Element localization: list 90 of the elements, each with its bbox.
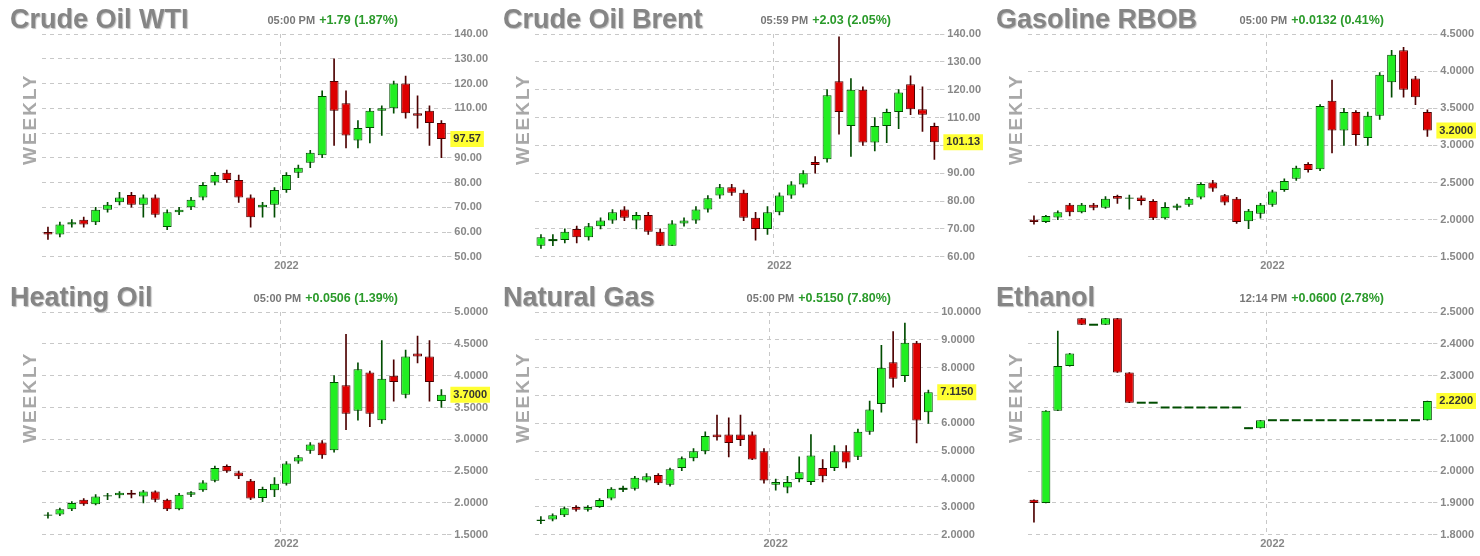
y-tick-label: 140.00	[947, 27, 982, 40]
y-tick-label: 90.00	[454, 150, 482, 163]
x-tick-label: 2022	[274, 537, 299, 550]
x-tick-label: 2022	[1260, 537, 1285, 550]
text: 12:14 PM	[1239, 292, 1288, 304]
text: +1.79 (1.87%)	[319, 13, 398, 27]
y-tick-label: 2.1000	[1440, 432, 1475, 445]
text: 05:59 PM	[760, 14, 809, 26]
y-tick-label: 4.5000	[454, 336, 489, 349]
y-tick-label: 6.0000	[941, 416, 975, 429]
x-tick-label: 2022	[763, 537, 788, 550]
y-tick-label: 50.00	[454, 249, 482, 262]
candlestick	[389, 359, 399, 402]
y-tick-label: 2.5000	[454, 464, 489, 477]
y-tick-label: 1.5000	[454, 527, 489, 540]
chart-title: Heating Oil	[10, 282, 153, 313]
chart-title: Crude Oil Brent	[503, 4, 703, 35]
text: 05:00 PM	[1239, 14, 1288, 26]
y-tick-label: 2.0000	[941, 527, 975, 540]
text: +0.0132 (0.41%)	[1291, 13, 1384, 27]
text: +0.5150 (7.80%)	[798, 291, 891, 305]
candlestick	[43, 226, 53, 240]
candlestick	[724, 417, 734, 458]
text: 101.13	[946, 135, 981, 148]
y-tick-label: 130.00	[454, 51, 489, 64]
text: WEEKLY	[1005, 351, 1027, 443]
y-tick-label: 4.5000	[1440, 27, 1475, 40]
text: +0.0600 (2.78%)	[1291, 291, 1384, 305]
y-tick-label: 5.0000	[454, 305, 489, 318]
y-tick-label: 4.0000	[941, 472, 975, 485]
y-tick-label: 140.00	[454, 27, 489, 40]
text: WEEKLY	[19, 351, 41, 443]
y-tick-label: 8.0000	[941, 360, 975, 373]
y-tick-label: 2.5000	[1440, 175, 1475, 188]
candlestick	[377, 105, 387, 136]
y-tick-label: 9.0000	[941, 332, 975, 345]
y-tick-label: 4.0000	[454, 368, 489, 381]
y-tick-label: 3.5000	[1440, 101, 1475, 114]
y-tick-label: 2.0000	[1440, 212, 1475, 225]
candlestick	[771, 478, 781, 491]
y-tick-label: 3.0000	[454, 432, 489, 445]
y-tick-label: 110.00	[454, 101, 488, 114]
chart-title: Natural Gas	[503, 282, 655, 313]
text: 05:00 PM	[253, 292, 302, 304]
y-tick-label: 70.00	[454, 200, 482, 213]
text: WEEKLY	[512, 351, 534, 443]
text: 2.2200	[1439, 394, 1474, 407]
x-tick-label: 2022	[274, 259, 299, 272]
y-tick-label: 90.00	[947, 166, 975, 179]
y-tick-label: 120.00	[454, 76, 489, 89]
y-tick-label: 80.00	[454, 175, 482, 188]
y-tick-label: 120.00	[947, 82, 982, 95]
x-tick-label: 2022	[1260, 259, 1285, 272]
chart-title: Gasoline RBOB	[996, 4, 1198, 35]
y-tick-label: 70.00	[947, 221, 975, 234]
y-tick-label: 1.5000	[1440, 249, 1475, 262]
text: 7.1150	[940, 385, 974, 398]
chart-title: Ethanol	[996, 282, 1095, 313]
y-tick-label: 3.0000	[941, 499, 975, 512]
x-tick-label: 2022	[767, 259, 792, 272]
text: +2.03 (2.05%)	[812, 13, 891, 27]
text: WEEKLY	[19, 73, 41, 165]
y-tick-label: 1.9000	[1440, 496, 1475, 508]
text: 97.57	[453, 132, 481, 145]
y-tick-label: 60.00	[947, 249, 975, 262]
y-tick-label: 2.5000	[1440, 305, 1475, 318]
y-tick-label: 80.00	[947, 194, 975, 207]
text: +0.0506 (1.39%)	[305, 291, 398, 305]
text: 3.7000	[453, 387, 488, 400]
y-tick-label: 60.00	[454, 225, 482, 238]
text: WEEKLY	[1005, 73, 1027, 165]
chart-title: Crude Oil WTI	[10, 4, 189, 35]
y-tick-label: 2.0000	[1440, 464, 1475, 477]
y-tick-label: 2.3000	[1440, 368, 1475, 381]
y-tick-label: 3.5000	[454, 400, 489, 413]
y-tick-label: 10.0000	[941, 305, 981, 318]
y-tick-label: 5.0000	[941, 444, 975, 457]
text: 05:00 PM	[746, 292, 795, 304]
y-tick-label: 3.0000	[1440, 138, 1475, 151]
y-tick-label: 110.00	[947, 110, 981, 123]
y-tick-label: 2.0000	[454, 496, 489, 508]
candlestick	[810, 156, 820, 174]
text: 3.2000	[1439, 123, 1474, 136]
y-tick-label: 4.0000	[1440, 64, 1475, 77]
candlestick	[547, 234, 559, 246]
text: 05:00 PM	[267, 14, 316, 26]
y-tick-label: 1.8000	[1440, 527, 1475, 540]
y-tick-label: 130.00	[947, 54, 982, 67]
y-tick-label: 2.4000	[1440, 336, 1475, 349]
text: WEEKLY	[512, 73, 534, 165]
